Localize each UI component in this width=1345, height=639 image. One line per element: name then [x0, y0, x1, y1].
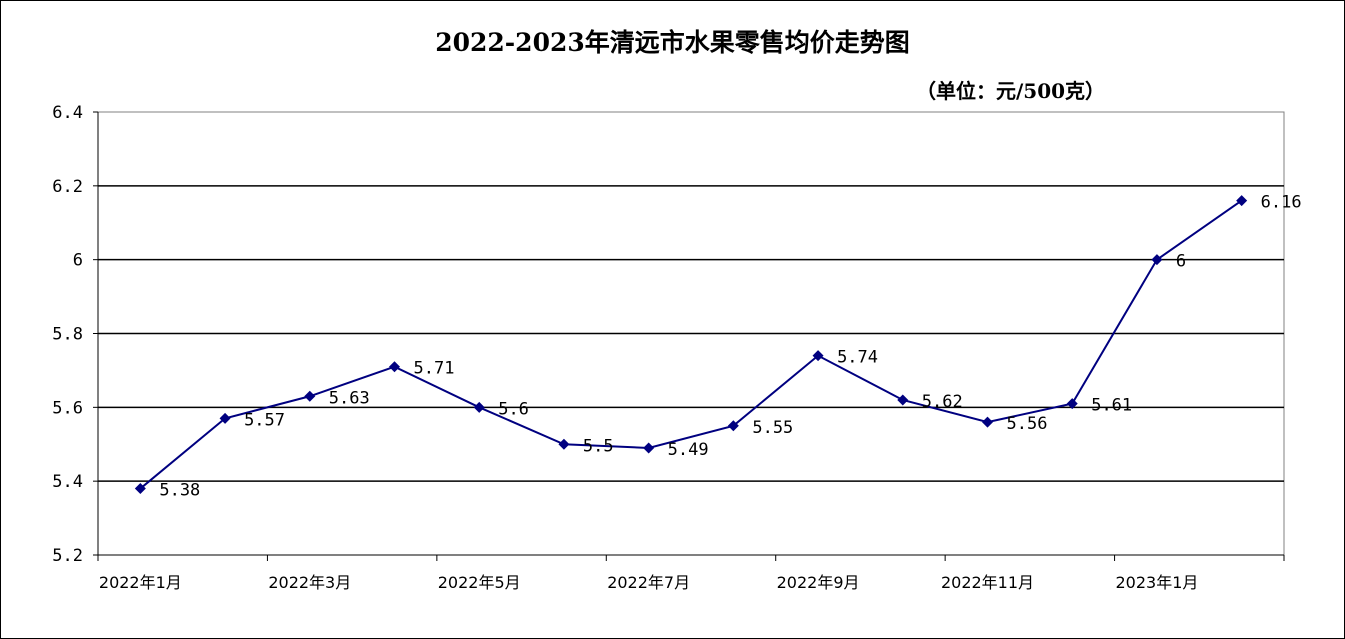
grid-layer — [97, 111, 1285, 556]
data-label: 5.55 — [752, 418, 793, 438]
x-tick-label: 2023年1月 — [1115, 573, 1198, 592]
axis-layer: 5.2 5.4 5.6 5.8 6 6.2 6.4 2022年1月 2022年3月 2022年5月… — [52, 103, 1285, 592]
x-tick-label: 2022年1月 — [99, 573, 182, 592]
x-tick-label: 2022年11月 — [941, 573, 1034, 592]
x-tick-label: 2022年7月 — [607, 573, 690, 592]
data-label: 5.61 — [1091, 396, 1132, 416]
x-tick-label: 2022年5月 — [438, 573, 521, 592]
series-layer — [134, 195, 1248, 495]
data-point-marker — [219, 412, 231, 424]
y-tick-label: 5.2 — [52, 546, 83, 566]
unit-note: （单位：元/500克） — [916, 79, 1106, 103]
series-line — [139, 199, 1243, 490]
x-tick-label: 2022年9月 — [777, 573, 860, 592]
data-point-marker — [1066, 398, 1078, 410]
data-label: 5.38 — [159, 481, 200, 501]
y-tick-label: 5.4 — [52, 472, 83, 492]
data-label: 5.56 — [1007, 414, 1048, 434]
x-tick-label: 2022年3月 — [268, 573, 351, 592]
data-label: 5.63 — [329, 388, 370, 408]
data-point-marker — [304, 390, 316, 402]
data-point-marker — [897, 394, 909, 406]
y-tick-label: 5.8 — [52, 325, 83, 345]
data-label: 5.74 — [837, 348, 878, 368]
data-label: 5.57 — [244, 410, 285, 430]
data-label: 5.49 — [668, 440, 709, 460]
data-point-marker — [982, 416, 993, 428]
data-point-marker — [727, 420, 739, 432]
data-label: 5.5 — [583, 436, 614, 456]
y-tick-label: 5.6 — [52, 398, 83, 418]
data-point-marker — [134, 483, 146, 495]
data-point-marker — [473, 401, 485, 413]
chart-title: 2022-2023年清远市水果零售均价走势图 — [435, 28, 910, 57]
y-tick-label: 6.4 — [52, 103, 83, 123]
data-point-marker — [643, 442, 655, 454]
data-point-marker — [812, 350, 824, 362]
data-label: 6 — [1176, 252, 1186, 272]
data-label: 5.71 — [414, 359, 455, 379]
data-point-marker — [389, 361, 400, 373]
y-tick-label: 6 — [73, 251, 83, 271]
data-label: 5.62 — [922, 392, 963, 412]
data-point-marker — [1236, 195, 1248, 207]
data-label: 5.6 — [498, 399, 529, 419]
y-tick-label: 6.2 — [52, 177, 83, 197]
data-label-layer: 5.38 5.57 5.63 5.71 5.6 5.5 5.49 5.55 5.74 5.62 5.… — [159, 193, 1301, 501]
data-label: 6.16 — [1261, 193, 1302, 213]
data-point-marker — [558, 438, 570, 450]
